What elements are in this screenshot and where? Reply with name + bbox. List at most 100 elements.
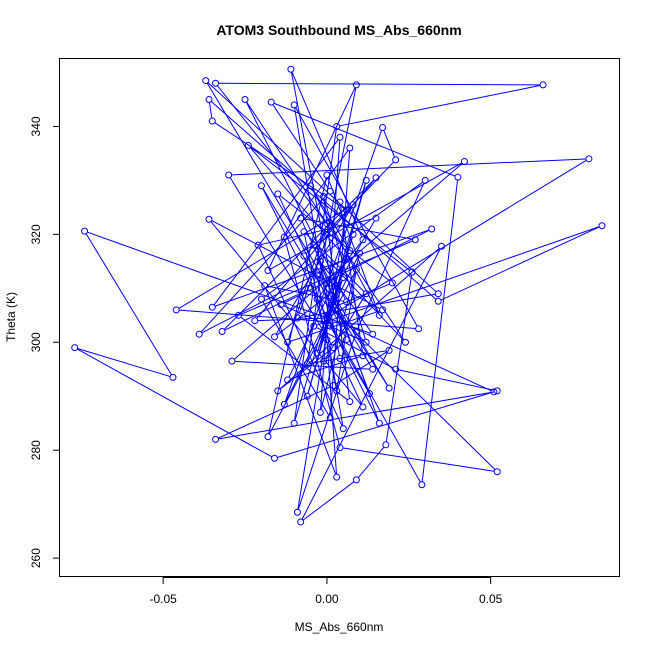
x-axis: -0.05 0.00 0.05 (149, 577, 503, 606)
data-point (310, 241, 318, 249)
data-point (323, 311, 331, 319)
data-point (287, 65, 295, 73)
series-segment (339, 85, 541, 127)
data-point (323, 336, 331, 344)
data-point (241, 95, 249, 103)
data-point (329, 381, 337, 389)
series-segment (336, 283, 390, 307)
data-point (303, 392, 311, 400)
series-segment (326, 342, 337, 475)
series-segment (207, 82, 437, 292)
data-point (280, 400, 288, 408)
x-axis-label: MS_Abs_660nm (295, 620, 384, 634)
data-point (349, 201, 357, 209)
series-segment (259, 247, 343, 426)
data-point (333, 387, 341, 395)
data-point (218, 327, 226, 335)
y-axis-label: Theta (K) (4, 292, 18, 342)
x-tick-label: -0.05 (149, 592, 177, 606)
data-point (320, 193, 328, 201)
data-point (336, 354, 344, 362)
data-point (290, 419, 298, 427)
series-segment (311, 188, 379, 313)
series-segment (316, 327, 394, 369)
series-segment (324, 296, 365, 359)
series-segment (290, 72, 337, 307)
series-segment (383, 130, 395, 158)
data-point (585, 155, 593, 163)
series-segment (279, 195, 391, 282)
data-point (379, 306, 387, 314)
data-point (212, 435, 220, 443)
data-point (208, 303, 216, 311)
y-tick-label: 340 (29, 116, 43, 136)
series-segment (398, 369, 495, 391)
data-point (290, 101, 298, 109)
series-segment (277, 391, 495, 458)
series-segment (246, 102, 346, 300)
y-tick-label: 260 (29, 548, 43, 568)
data-point (225, 171, 233, 179)
series-segment (265, 288, 337, 475)
y-tick-label: 280 (29, 440, 43, 460)
data-point (493, 468, 501, 476)
data-point (388, 279, 396, 287)
series-segment (240, 316, 348, 401)
series-segment (343, 447, 495, 472)
data-point (336, 444, 344, 451)
data-point (346, 144, 354, 152)
series-segment (231, 158, 586, 176)
y-axis: 260 280 300 320 340 (29, 116, 60, 568)
series-segment (300, 293, 436, 318)
data-point (195, 330, 203, 338)
series-segment (208, 102, 213, 118)
data-point (261, 282, 269, 290)
data-point (375, 419, 383, 427)
data-point (264, 433, 272, 441)
data-point (421, 176, 429, 184)
data-point (208, 117, 216, 125)
series-segment (294, 107, 331, 324)
data-point (169, 373, 177, 381)
series-segment (262, 301, 330, 416)
data-point (320, 357, 328, 365)
data-point (293, 508, 301, 516)
x-tick-label: 0.00 (315, 592, 339, 606)
data-point (438, 242, 446, 250)
data-point (284, 376, 292, 384)
data-point (336, 198, 344, 206)
series-segment (324, 199, 366, 340)
data-point (267, 98, 275, 106)
series-segment (327, 177, 379, 313)
data-point (326, 322, 334, 330)
series-segment (304, 234, 337, 388)
data-point (71, 344, 79, 352)
data-point (352, 476, 360, 484)
data-point (408, 268, 416, 276)
data-point (434, 297, 442, 305)
data-point (352, 81, 360, 89)
data-point (323, 220, 331, 228)
data-point (329, 303, 337, 311)
data-point (415, 325, 423, 333)
data-point (228, 357, 236, 365)
series-segment (315, 247, 404, 341)
data-point (343, 336, 351, 344)
y-tick-label: 320 (29, 224, 43, 244)
data-point (434, 290, 442, 298)
series-segment (329, 160, 587, 317)
data-point (411, 236, 419, 244)
data-point (336, 133, 344, 141)
series-segment (334, 220, 375, 289)
data-point (81, 227, 89, 235)
series-segment (288, 253, 349, 378)
data-point (316, 408, 324, 416)
y-tick-label: 300 (29, 332, 43, 352)
data-point (323, 230, 331, 238)
series-segment (336, 272, 357, 388)
data-point (460, 158, 468, 166)
data-point (284, 338, 292, 346)
data-point (385, 346, 393, 354)
series-segment (224, 289, 308, 331)
